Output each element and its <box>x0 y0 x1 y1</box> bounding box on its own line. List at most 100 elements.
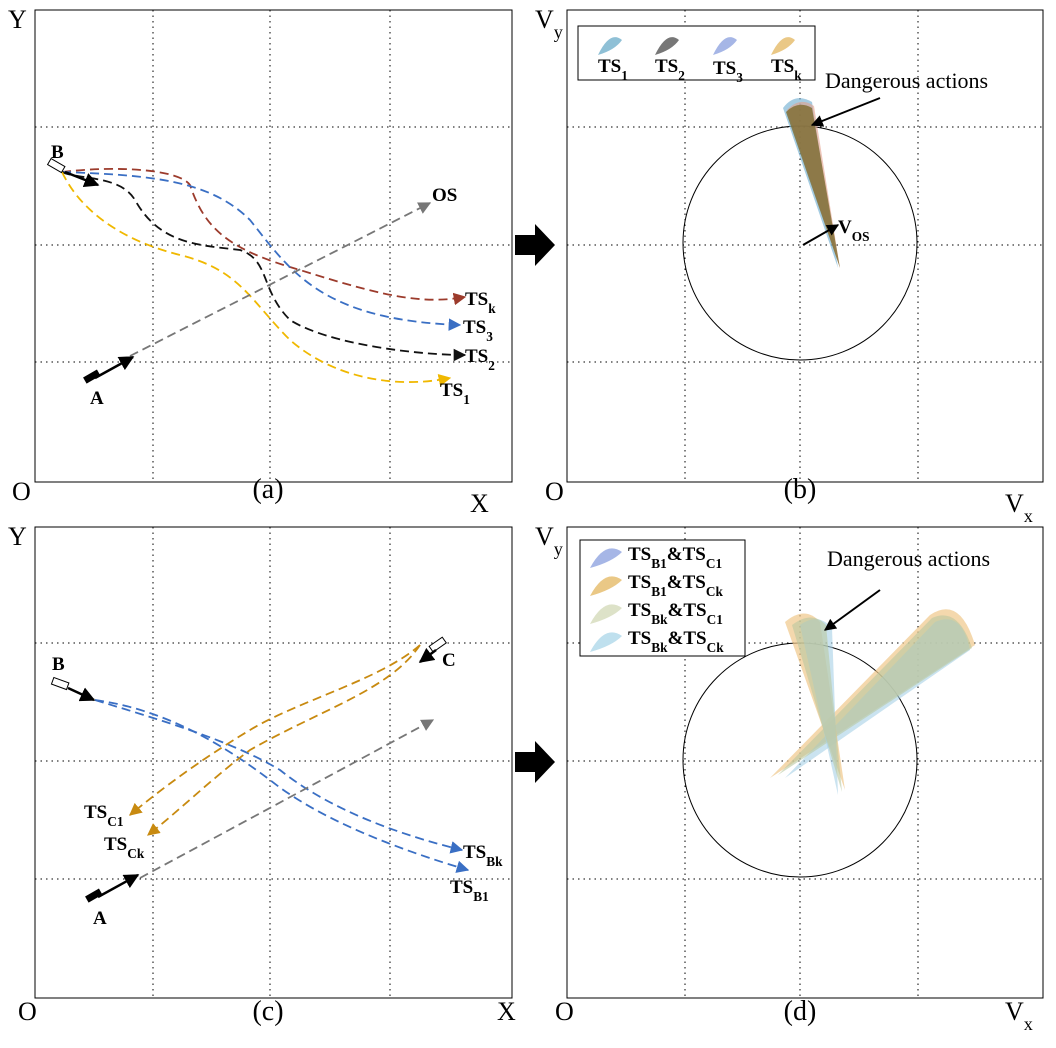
legend-swatch <box>590 576 622 596</box>
legend-label: TSk <box>771 56 802 83</box>
label-part: V <box>535 5 554 34</box>
subscript: C1 <box>706 556 722 571</box>
ship <box>85 888 103 903</box>
panel-d: TSB1&TSC1 TSB1&TSCk TSBk&TSC1 TSBk&TSCk … <box>535 522 1044 1034</box>
trajectory-label: TS3 <box>463 317 493 344</box>
trajectory <box>129 644 421 816</box>
subscript: 3 <box>486 329 493 344</box>
os-path <box>139 719 435 879</box>
trajectory <box>94 699 464 854</box>
subscript: k <box>488 301 496 316</box>
pointer <box>810 97 881 127</box>
transition-arrow <box>515 224 555 266</box>
point-label: B <box>52 654 65 675</box>
legend-label: TSB1&TSC1 <box>628 544 722 571</box>
caption: (c) <box>252 996 283 1027</box>
danger-wedge <box>786 104 840 268</box>
ship <box>50 676 70 691</box>
label-part: TS <box>771 56 794 77</box>
caption: (d) <box>784 996 817 1027</box>
legend-swatch <box>590 548 622 568</box>
subscript: B1 <box>651 556 667 571</box>
axis-label: Y <box>8 5 27 34</box>
annotation: Dangerous actions <box>825 68 988 93</box>
frame <box>34 526 513 999</box>
frame <box>566 9 1044 483</box>
legend-swatch <box>598 37 622 55</box>
subscript: y <box>554 22 564 42</box>
subscript: C1 <box>707 612 723 627</box>
subscript: x <box>1024 506 1033 526</box>
subscript: OS <box>852 229 870 244</box>
axis-label: Vy <box>535 522 564 559</box>
subscript: Ck <box>706 584 724 599</box>
label-part: TS <box>628 544 651 565</box>
label-part: TS <box>628 628 651 649</box>
label-part: TS <box>104 834 127 855</box>
legend-swatch <box>590 604 622 624</box>
panel-b: TS1 TS2 TS3 TSk Vy O Vx (b) Dangerous ac… <box>535 5 1044 526</box>
subscript: Ck <box>127 846 145 861</box>
trajectory <box>61 168 467 306</box>
heading-arrow <box>64 170 100 188</box>
grid <box>35 527 512 998</box>
panel-a: Y O X (a) B A OS TSk TS3 TS2 TS1 <box>8 5 513 518</box>
legend-swatch <box>771 37 795 55</box>
trajectory-label: TSC1 <box>84 802 124 829</box>
label-part: &TS <box>668 600 707 621</box>
panel-c: Y O X (c) B C A TSC1 TSCk TSBk TSB1 <box>8 522 516 1027</box>
pointer <box>824 589 881 631</box>
subscript: C1 <box>107 814 123 829</box>
frame <box>566 526 1044 999</box>
subscript: B1 <box>651 584 667 599</box>
legend-swatch <box>713 37 737 55</box>
trajectory <box>61 171 462 331</box>
danger-wedge <box>792 617 842 792</box>
label-part: &TS <box>667 572 706 593</box>
annotation: Dangerous actions <box>827 546 990 571</box>
axis-label: Vx <box>1005 997 1033 1034</box>
label-part: TS <box>628 572 651 593</box>
trajectory-label: TS1 <box>440 380 470 407</box>
subscript: B1 <box>473 889 489 904</box>
subscript: Ck <box>707 640 725 655</box>
legend-label: TS3 <box>713 58 743 85</box>
axis-label: X <box>497 997 516 1026</box>
subscript: Bk <box>651 612 668 627</box>
subscript: 1 <box>621 68 628 83</box>
label-part: TS <box>84 802 107 823</box>
label-part: TS <box>440 380 463 401</box>
axis-label: Y <box>8 522 27 551</box>
label-part: &TS <box>667 544 706 565</box>
subscript: x <box>1024 1014 1033 1034</box>
subscript: 2 <box>488 358 495 373</box>
ship <box>46 157 66 174</box>
origin-label: O <box>18 997 37 1026</box>
label-part: TS <box>713 58 736 79</box>
point-label: A <box>93 908 107 929</box>
caption: (a) <box>252 474 283 505</box>
label-part: V <box>535 522 554 551</box>
os-path <box>129 202 432 357</box>
grid <box>35 10 512 482</box>
trajectory-label: TS2 <box>465 346 495 373</box>
trajectory <box>147 644 421 836</box>
ship <box>83 369 101 384</box>
trajectory-label: TSB1 <box>450 877 489 904</box>
legend-label: TSBk&TSC1 <box>628 600 723 627</box>
point-label: OS <box>432 185 457 206</box>
frame <box>34 9 513 483</box>
subscript: Bk <box>651 640 668 655</box>
subscript: 3 <box>736 70 743 85</box>
subscript: k <box>794 68 802 83</box>
legend-label: TSBk&TSCk <box>628 628 724 655</box>
trajectory-label: TSBk <box>463 842 503 869</box>
heading-arrow <box>94 355 135 380</box>
point-label: B <box>51 142 64 163</box>
axis-label: X <box>470 489 489 518</box>
label-part: TS <box>450 877 473 898</box>
legend-label: TS1 <box>598 56 628 83</box>
label-part: TS <box>628 600 651 621</box>
